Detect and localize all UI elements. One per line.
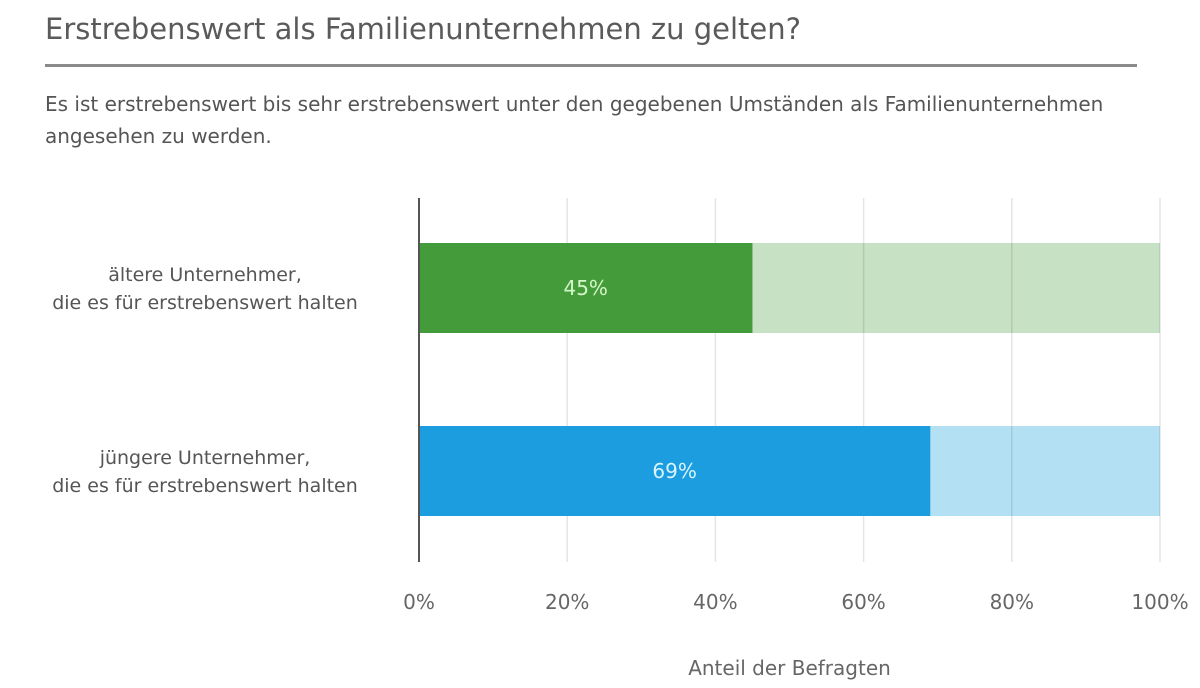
title-divider: [45, 64, 1137, 67]
x-tick-label: 20%: [545, 590, 589, 614]
data-label: 45%: [563, 276, 607, 300]
x-tick-label: 60%: [841, 590, 885, 614]
data-label: 69%: [652, 459, 696, 483]
category-label: ältere Unternehmer,: [108, 264, 302, 286]
category-label: die es für erstrebenswert halten: [52, 475, 358, 497]
chart-subtitle: Es ist erstrebenswert bis sehr erstreben…: [45, 92, 1104, 148]
chart-title: Erstrebenswert als Familienunternehmen z…: [45, 12, 802, 46]
x-tick-label: 100%: [1131, 590, 1188, 614]
category-label: die es für erstrebenswert halten: [52, 292, 358, 314]
x-tick-label: 0%: [403, 590, 435, 614]
category-label: jüngere Unternehmer,: [99, 447, 311, 469]
x-axis-label: Anteil der Befragten: [688, 656, 891, 680]
x-tick-label: 80%: [990, 590, 1034, 614]
x-tick-label: 40%: [693, 590, 737, 614]
bar: [419, 243, 753, 333]
bar: [419, 426, 931, 516]
